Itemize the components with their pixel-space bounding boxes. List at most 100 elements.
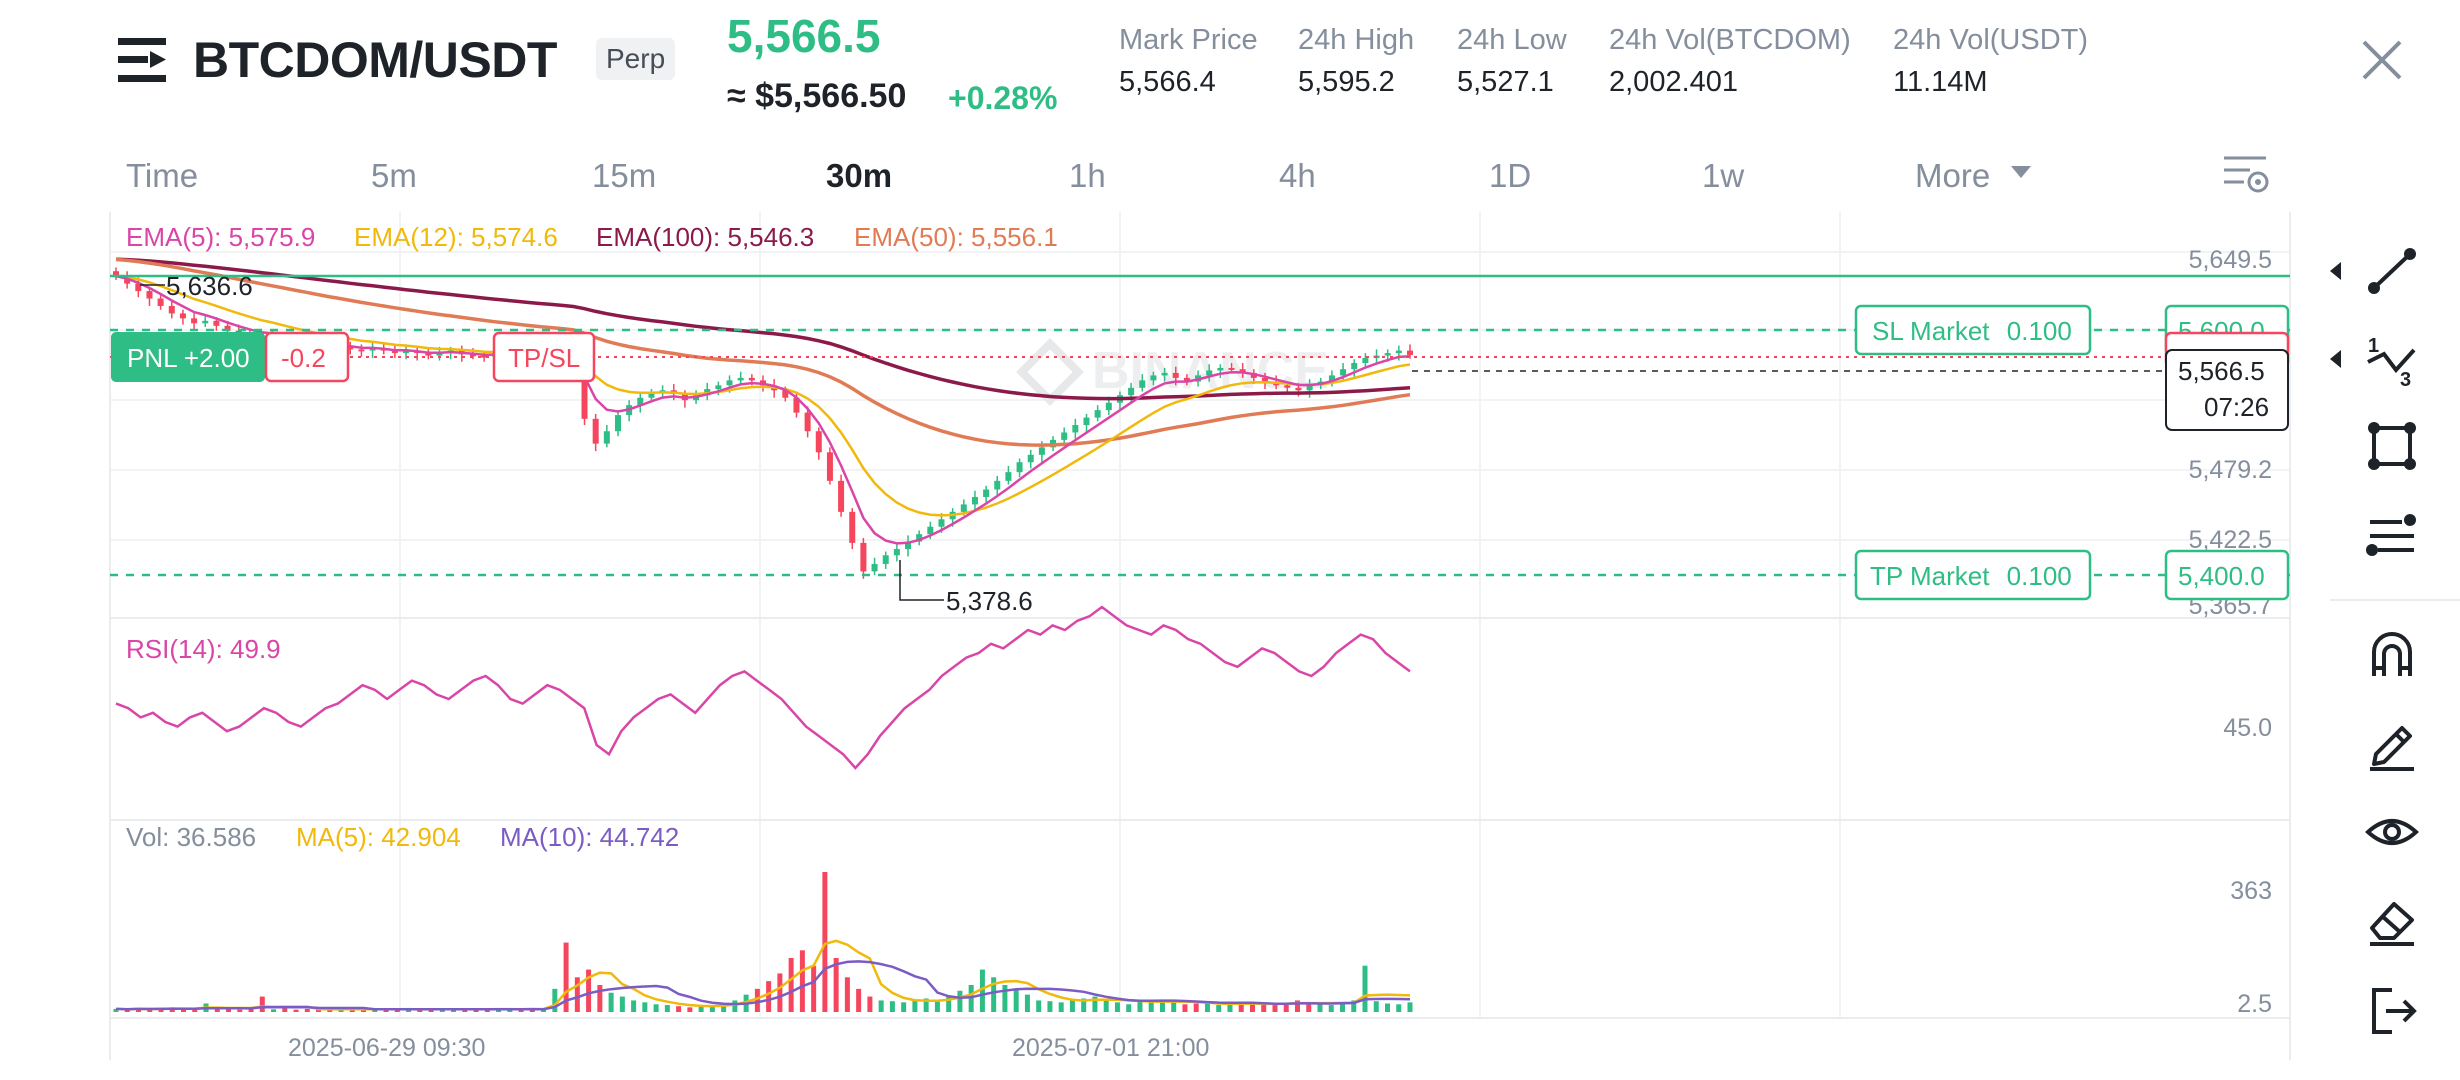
- vol-ma5-legend: MA(5): 42.904: [296, 822, 461, 852]
- candle: [994, 480, 1001, 490]
- eye-icon[interactable]: [2362, 802, 2422, 862]
- volume-bar: [1216, 1005, 1222, 1012]
- volume-bar: [1002, 985, 1008, 1012]
- volume-bar: [158, 1008, 164, 1012]
- candle: [1351, 363, 1358, 370]
- pnl-tag[interactable]: PNL +2.00: [111, 332, 265, 382]
- candle: [358, 349, 365, 352]
- candle: [938, 519, 945, 527]
- high-24h-label: 24h High: [1298, 24, 1415, 56]
- candle: [983, 489, 990, 497]
- volume-bar: [574, 977, 580, 1012]
- candle: [1239, 369, 1246, 373]
- tpsl-button[interactable]: TP/SL: [492, 331, 596, 383]
- volume-bar: [878, 1000, 884, 1012]
- volume-bar: [777, 973, 783, 1012]
- candle: [436, 353, 443, 356]
- mark-price-value: 5,566.4: [1119, 66, 1216, 98]
- volume-bar: [1047, 1001, 1053, 1012]
- tab-4h[interactable]: 4h: [1279, 157, 1316, 194]
- exit-icon[interactable]: [2362, 980, 2422, 1040]
- candle: [224, 325, 231, 331]
- rsi-axis-label: 45.0: [2223, 714, 2272, 742]
- tab-15m[interactable]: 15m: [592, 157, 657, 194]
- ema5-line: [115, 274, 1411, 545]
- volume-bar: [1261, 1004, 1267, 1012]
- indicator-lines-icon[interactable]: [2362, 506, 2422, 566]
- volume-bar: [1373, 1001, 1379, 1012]
- tp-order-tag[interactable]: TP Market 0.100: [1854, 549, 2092, 601]
- volume-axis-min: 2.5: [2237, 990, 2272, 1018]
- candle: [849, 511, 856, 543]
- svg-text:PNL +2.00: PNL +2.00: [127, 343, 250, 373]
- tab-time[interactable]: Time: [126, 157, 199, 194]
- candle: [637, 397, 644, 406]
- volume-bar: [934, 1001, 940, 1012]
- tab-more[interactable]: More: [1915, 157, 1991, 194]
- volume-bar: [1148, 999, 1154, 1012]
- low-24h-value: 5,527.1: [1457, 66, 1554, 98]
- rectangle-shape-icon[interactable]: [2362, 416, 2422, 476]
- candle: [1384, 353, 1391, 356]
- candle: [1027, 454, 1034, 463]
- volume-bar: [552, 988, 558, 1012]
- candle: [804, 412, 811, 432]
- symbol-title[interactable]: BTCDOM/USDT: [193, 32, 557, 88]
- candle: [793, 397, 800, 413]
- trend-line-caret-icon[interactable]: [2330, 262, 2341, 280]
- volume-bar: [1092, 996, 1098, 1012]
- fibonacci-icon[interactable]: 1 3: [2362, 330, 2422, 390]
- volume-bar: [653, 1004, 659, 1012]
- close-icon[interactable]: [2360, 38, 2404, 82]
- pencil-icon[interactable]: [2362, 712, 2422, 772]
- volume-bar: [946, 996, 952, 1012]
- volume-bar: [1249, 1002, 1255, 1012]
- chevron-down-icon[interactable]: [2011, 166, 2031, 178]
- svg-text:TP/SL: TP/SL: [508, 343, 580, 373]
- volume-bar: [1193, 1003, 1199, 1012]
- volume-bar: [732, 1000, 738, 1012]
- tab-1h[interactable]: 1h: [1069, 157, 1106, 194]
- volume-bar: [721, 1003, 727, 1012]
- candle: [860, 542, 867, 572]
- volume-bar: [1294, 1000, 1300, 1012]
- vol-ma10-legend: MA(10): 44.742: [500, 822, 679, 852]
- volume-bar: [1081, 998, 1087, 1012]
- tab-5m[interactable]: 5m: [371, 157, 417, 194]
- candle: [1005, 472, 1012, 481]
- chart-settings-icon[interactable]: [2222, 152, 2270, 196]
- ema100-legend: EMA(100): 5,546.3: [596, 222, 814, 252]
- volume-bar: [1058, 1002, 1064, 1012]
- candle: [782, 390, 789, 398]
- candle: [146, 291, 153, 299]
- candle: [1105, 402, 1112, 411]
- candle: [1306, 385, 1313, 391]
- position-size-tag[interactable]: -0.2: [264, 331, 350, 383]
- candle: [1284, 385, 1291, 388]
- trend-line-icon[interactable]: [2362, 240, 2422, 300]
- tab-1d[interactable]: 1D: [1489, 157, 1532, 194]
- menu-icon[interactable]: [118, 36, 170, 84]
- candle: [369, 348, 376, 351]
- low-24h-label: 24h Low: [1457, 24, 1567, 56]
- svg-text:-0.2: -0.2: [281, 343, 326, 373]
- tab-1w[interactable]: 1w: [1702, 157, 1745, 194]
- candle: [179, 313, 186, 319]
- magnet-icon[interactable]: [2362, 624, 2422, 684]
- tab-30m[interactable]: 30m: [826, 157, 893, 194]
- volume-bar: [889, 1001, 895, 1012]
- volume-bar: [811, 965, 817, 1012]
- vol-ma5-line: [115, 939, 1411, 1011]
- rsi-series-line: [115, 605, 1411, 770]
- candle: [213, 320, 220, 326]
- candle: [1340, 369, 1347, 376]
- sl-order-tag[interactable]: SL Market 0.100: [1854, 304, 2092, 356]
- volume-bar: [1317, 1004, 1323, 1012]
- eraser-icon[interactable]: [2362, 890, 2422, 950]
- volume-bar: [1272, 1005, 1278, 1012]
- fibonacci-caret-icon[interactable]: [2330, 350, 2341, 368]
- last-price: 5,566.5: [727, 10, 881, 62]
- volume-bar: [1159, 1000, 1165, 1012]
- candle: [469, 354, 476, 357]
